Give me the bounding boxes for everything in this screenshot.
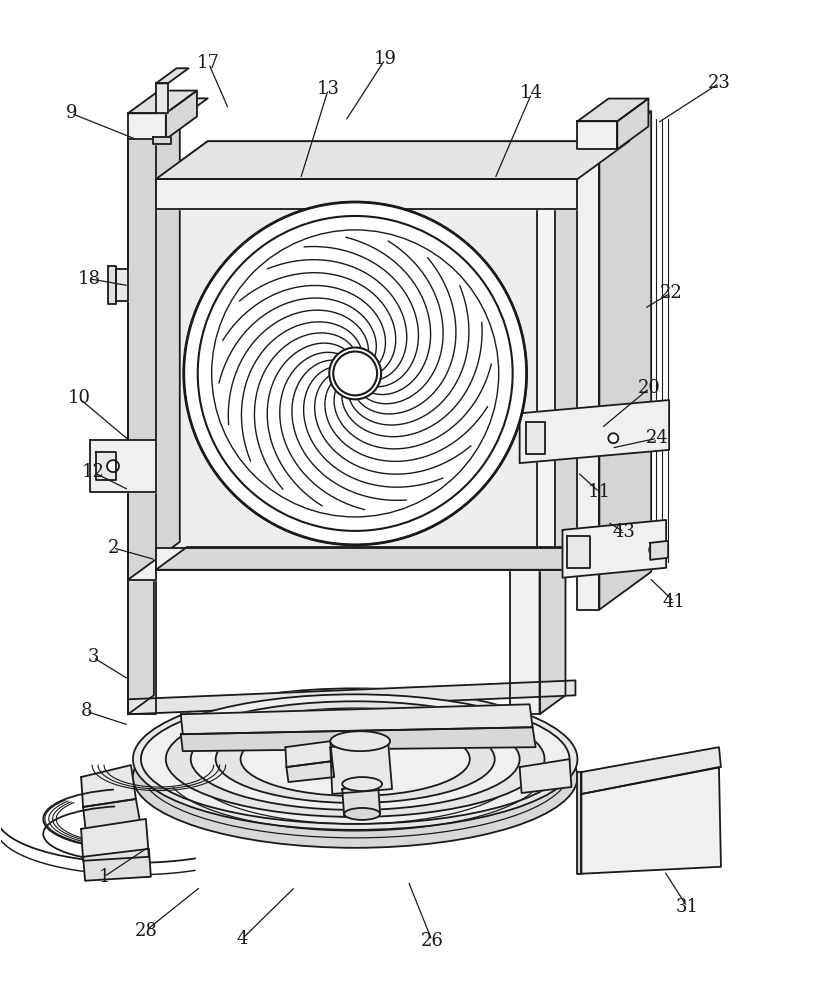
Text: 13: 13 [317, 80, 340, 98]
Ellipse shape [344, 808, 380, 820]
Text: 19: 19 [374, 50, 397, 68]
Polygon shape [166, 91, 197, 139]
Polygon shape [330, 741, 392, 794]
Polygon shape [577, 121, 617, 149]
Polygon shape [96, 452, 116, 480]
Ellipse shape [166, 701, 544, 817]
Polygon shape [567, 536, 590, 568]
Text: 8: 8 [80, 702, 92, 720]
Polygon shape [510, 570, 539, 714]
Ellipse shape [329, 348, 381, 399]
Polygon shape [577, 111, 651, 149]
Text: 12: 12 [81, 463, 104, 481]
Polygon shape [83, 799, 141, 834]
Polygon shape [108, 266, 116, 304]
Polygon shape [520, 759, 571, 793]
Polygon shape [181, 727, 535, 751]
Text: 3: 3 [87, 648, 99, 666]
Text: 26: 26 [420, 932, 443, 950]
Text: 28: 28 [135, 922, 158, 940]
Polygon shape [156, 83, 167, 113]
Ellipse shape [133, 688, 577, 830]
Text: 4: 4 [237, 930, 248, 948]
Polygon shape [287, 761, 334, 782]
Ellipse shape [649, 543, 663, 557]
Polygon shape [128, 98, 208, 136]
Polygon shape [156, 179, 577, 209]
Ellipse shape [190, 708, 520, 810]
Polygon shape [650, 541, 668, 560]
Polygon shape [539, 551, 566, 714]
Ellipse shape [184, 202, 526, 545]
Text: 10: 10 [67, 389, 90, 407]
Polygon shape [156, 68, 189, 83]
Polygon shape [128, 570, 156, 714]
Polygon shape [156, 179, 554, 568]
Ellipse shape [333, 352, 377, 395]
Polygon shape [128, 113, 166, 139]
Polygon shape [128, 136, 156, 580]
Polygon shape [342, 784, 380, 817]
Text: 14: 14 [521, 84, 543, 102]
Polygon shape [83, 849, 151, 881]
Polygon shape [153, 137, 171, 144]
Text: 31: 31 [676, 898, 699, 916]
Polygon shape [156, 547, 608, 570]
Text: 43: 43 [612, 523, 635, 541]
Polygon shape [81, 819, 149, 861]
Text: 17: 17 [197, 54, 220, 72]
Polygon shape [156, 141, 629, 179]
Polygon shape [128, 551, 154, 714]
Ellipse shape [107, 460, 119, 472]
Polygon shape [208, 141, 607, 530]
Polygon shape [525, 422, 544, 454]
Polygon shape [617, 99, 649, 149]
Polygon shape [581, 767, 721, 874]
Polygon shape [286, 741, 333, 767]
Ellipse shape [133, 706, 577, 848]
Polygon shape [562, 520, 666, 578]
Polygon shape [90, 440, 156, 492]
Ellipse shape [608, 433, 618, 443]
Polygon shape [116, 269, 128, 301]
Ellipse shape [241, 722, 470, 796]
Ellipse shape [141, 694, 570, 824]
Polygon shape [181, 704, 533, 734]
Polygon shape [156, 548, 577, 570]
Polygon shape [128, 98, 180, 580]
Polygon shape [156, 141, 607, 179]
Polygon shape [554, 141, 607, 568]
Text: 18: 18 [78, 270, 101, 288]
Polygon shape [577, 149, 599, 610]
Polygon shape [128, 91, 197, 113]
Text: 24: 24 [646, 429, 668, 447]
Polygon shape [81, 765, 136, 807]
Text: 23: 23 [708, 74, 731, 92]
Ellipse shape [342, 777, 382, 791]
Polygon shape [581, 747, 721, 794]
Ellipse shape [330, 731, 390, 751]
Text: 20: 20 [638, 379, 661, 397]
Text: 2: 2 [108, 539, 119, 557]
Text: 41: 41 [663, 593, 686, 611]
Text: 22: 22 [660, 284, 682, 302]
Polygon shape [174, 197, 537, 550]
Polygon shape [128, 680, 576, 714]
Polygon shape [577, 772, 581, 874]
Polygon shape [577, 99, 649, 121]
Ellipse shape [216, 715, 495, 803]
Polygon shape [520, 400, 669, 463]
Text: 9: 9 [66, 104, 77, 122]
Text: 11: 11 [588, 483, 611, 501]
Text: 1: 1 [99, 868, 110, 886]
Polygon shape [599, 111, 651, 610]
